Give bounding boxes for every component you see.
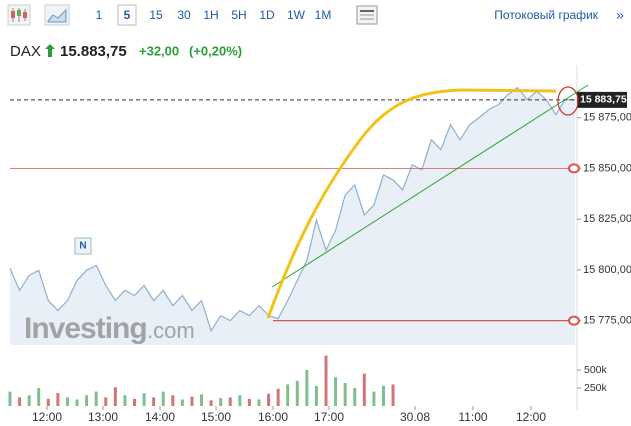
y-tick-label: 15 800,00 [583, 264, 631, 276]
current-label: 15 883,75 [580, 94, 627, 106]
current-box [577, 91, 627, 108]
x-tick-label: 11:00 [458, 410, 487, 424]
interval-button[interactable]: 30 [177, 8, 191, 22]
volume-bar [314, 385, 318, 406]
x-tick-label: 13:00 [88, 410, 118, 424]
x-tick-label: 15:00 [201, 410, 231, 424]
table-icon[interactable] [356, 5, 378, 25]
x-tick-label: 14:00 [145, 410, 175, 424]
drawn-curve [266, 88, 557, 319]
interval-button[interactable]: 1W [287, 8, 306, 22]
interval-button[interactable]: 5 [124, 8, 131, 22]
interval-button[interactable]: 1 [96, 8, 103, 22]
news-marker-box[interactable] [74, 237, 92, 255]
x-tick-label: 12:00 [516, 410, 546, 424]
volume-bar [353, 388, 357, 406]
volume-bar [286, 384, 290, 406]
volume-bar [305, 370, 309, 406]
interval-button[interactable]: 1M [315, 8, 332, 22]
stream-link-arrow[interactable]: » [616, 7, 624, 23]
volume-bar [8, 391, 12, 406]
y-tick-label: 15 875,00 [583, 112, 631, 124]
volume-bar [343, 382, 347, 406]
plot: 15 875,00 15 850,00 15 825,00 15 800,00 15 7… [8, 65, 631, 424]
trend-line [271, 84, 589, 288]
volume-tick-label: 500k [584, 364, 608, 376]
volume-bar [276, 388, 280, 406]
volume-bar [391, 384, 395, 406]
x-tick-label: 12:00 [32, 410, 62, 424]
area-icon[interactable] [44, 4, 70, 26]
volume-bar [362, 373, 366, 406]
volume-bar [27, 395, 31, 406]
y-tick-label: 15 825,00 [583, 213, 631, 225]
level-handle [568, 163, 580, 174]
x-tick-label: 17:00 [314, 410, 344, 424]
level-handle [568, 315, 580, 326]
volume-bar [65, 397, 69, 406]
volume-bar [113, 387, 117, 406]
volume-tick-label: 250k [584, 382, 608, 394]
y-tick-label: 15 775,00 [583, 315, 631, 327]
symbol: DAX [10, 43, 41, 60]
volume-bar [238, 395, 242, 406]
volume-bar [334, 377, 338, 406]
volume-bar [161, 391, 165, 406]
volume-bar [190, 396, 194, 406]
candle-icon[interactable] [7, 4, 31, 26]
volume-bar [152, 397, 156, 406]
price-area [10, 87, 575, 345]
volume-bar [104, 397, 108, 406]
volume-bar [56, 393, 60, 406]
news-marker[interactable]: N [79, 241, 86, 252]
price: 15.883,75 [60, 43, 127, 60]
interval-button[interactable]: 1H [203, 8, 218, 22]
watermark-brand: Investing [24, 312, 147, 345]
x-tick-label: 16:00 [258, 410, 288, 424]
volume-bar [247, 398, 251, 406]
volume-bar [381, 385, 385, 406]
volume-bar [85, 395, 89, 406]
stream-link[interactable]: Потоковый график [494, 8, 598, 22]
change: +32,00 [139, 43, 179, 58]
volume-bar [257, 399, 261, 406]
volume-bar [132, 398, 136, 406]
drawn-circle [557, 86, 579, 116]
volume-bar [200, 394, 204, 406]
volume-bar [372, 391, 376, 406]
volume-bar [171, 395, 175, 406]
change-pct: (+0,20%) [189, 43, 242, 58]
x-tick-label: 30.08 [400, 410, 430, 424]
volume-bar [209, 400, 213, 406]
volume-bar [37, 388, 41, 406]
volume-bar [219, 398, 223, 406]
volume-bar [267, 393, 271, 406]
up-arrow [45, 44, 55, 57]
volume-bar [94, 391, 98, 406]
volume-bar [142, 393, 146, 406]
volume-bar [324, 355, 328, 406]
volume-bar [46, 398, 50, 406]
volume-bar [75, 399, 79, 406]
y-tick-label: 15 850,00 [583, 162, 631, 174]
interval-button[interactable]: 15 [149, 8, 163, 22]
selected-interval-box [117, 4, 137, 26]
volume-bar [123, 395, 127, 406]
watermark-suffix: .com [147, 318, 195, 343]
price-line [9, 86, 576, 333]
volume-bar [180, 399, 184, 406]
volume-bar [228, 397, 232, 406]
volume-bar [18, 397, 22, 406]
interval-button[interactable]: 1D [259, 8, 275, 22]
volume-bar [295, 380, 299, 406]
interval-button[interactable]: 5H [231, 8, 246, 22]
